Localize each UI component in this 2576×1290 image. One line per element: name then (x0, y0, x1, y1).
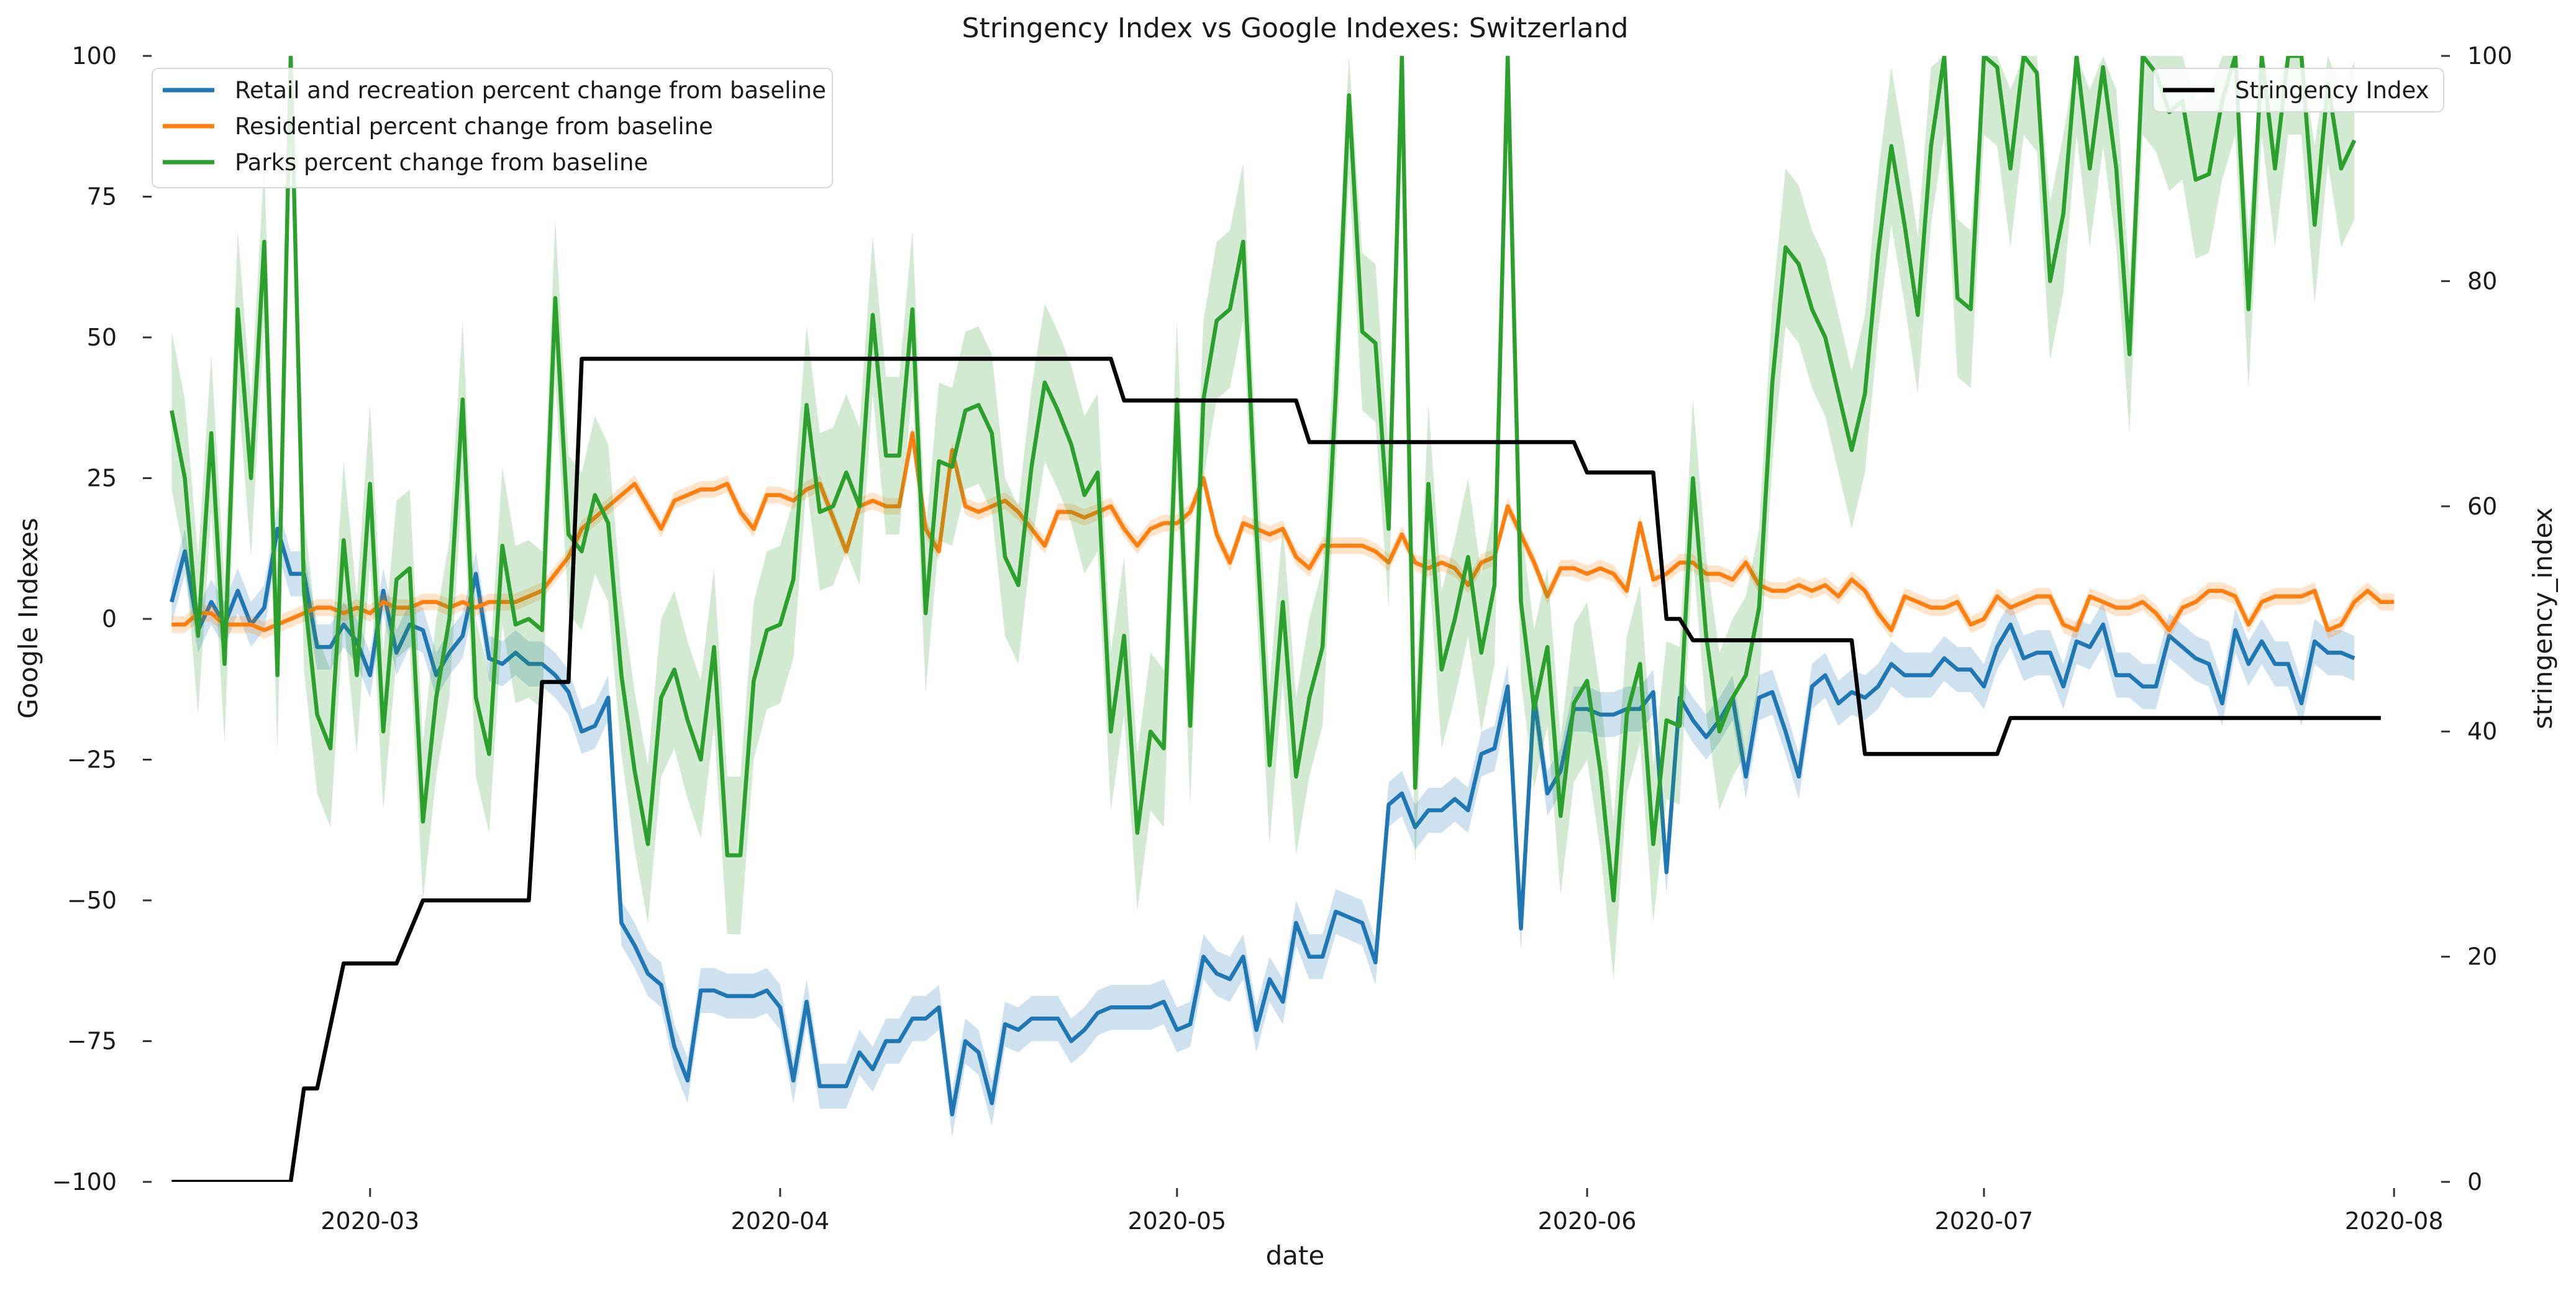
x-tick-label: 2020-05 (1127, 1207, 1226, 1235)
series-band-2 (171, 56, 2355, 979)
y-tick-label-left: 0 (102, 605, 117, 633)
y-tick-label-right: 20 (2467, 943, 2497, 971)
y-tick-label-right: 40 (2467, 718, 2497, 745)
legend-label-left: Residential percent change from baseline (235, 113, 713, 140)
x-ticks: 2020-03 2020-04 2020-05 2020-06 2020-07 2020-… (321, 1188, 2444, 1235)
y-tick-label-left: 50 (87, 324, 117, 351)
legend-label-right: Stringency Index (2235, 77, 2429, 104)
legend-left: Retail and recreation percent change fro… (152, 68, 833, 188)
x-axis-label: date (1266, 1240, 1325, 1271)
y-ticks-left: −100 −75 −50 −25 0 25 50 75 100 (52, 42, 152, 1196)
y-tick-label-right: 100 (2467, 42, 2513, 70)
plot-clipped (170, 56, 2395, 1182)
y-tick-label-right: 60 (2467, 493, 2497, 520)
legend-label-left: Parks percent change from baseline (235, 149, 648, 176)
y-axis-label-right: stringency_index (2528, 508, 2558, 730)
legend-left-box (152, 68, 833, 188)
x-tick-label: 2020-08 (2345, 1207, 2444, 1235)
y-tick-label-left: −50 (67, 887, 117, 914)
y-tick-label-left: 75 (87, 183, 117, 211)
x-tick-label: 2020-04 (731, 1207, 830, 1235)
y-tick-label-left: −75 (67, 1028, 117, 1055)
y-tick-label-right: 0 (2467, 1168, 2482, 1196)
series-line-0 (170, 526, 2355, 1117)
plot-area (170, 56, 2395, 1182)
chart-title: Stringency Index vs Google Indexes: Swit… (962, 12, 1629, 44)
y-ticks-right: 0 20 40 60 80 100 (2441, 42, 2513, 1196)
series-line-2 (170, 56, 2357, 903)
series-band-0 (171, 506, 2355, 1137)
stringency-line (171, 357, 2381, 1182)
y-axis-label-left: Google Indexes (13, 518, 43, 719)
y-tick-label-left: −25 (67, 746, 117, 774)
y-tick-label-left: −100 (52, 1168, 117, 1196)
legend-label-left: Retail and recreation percent change fro… (235, 77, 826, 104)
x-tick-label: 2020-07 (1935, 1207, 2034, 1235)
y-tick-label-left: 25 (87, 465, 117, 492)
x-tick-label: 2020-06 (1538, 1207, 1637, 1235)
legend-right-box (2152, 68, 2444, 112)
x-tick-label: 2020-03 (321, 1207, 419, 1235)
y-tick-label-left: 100 (71, 42, 117, 70)
y-tick-label-right: 80 (2467, 267, 2497, 295)
legend-right: Stringency Index (2152, 68, 2444, 112)
